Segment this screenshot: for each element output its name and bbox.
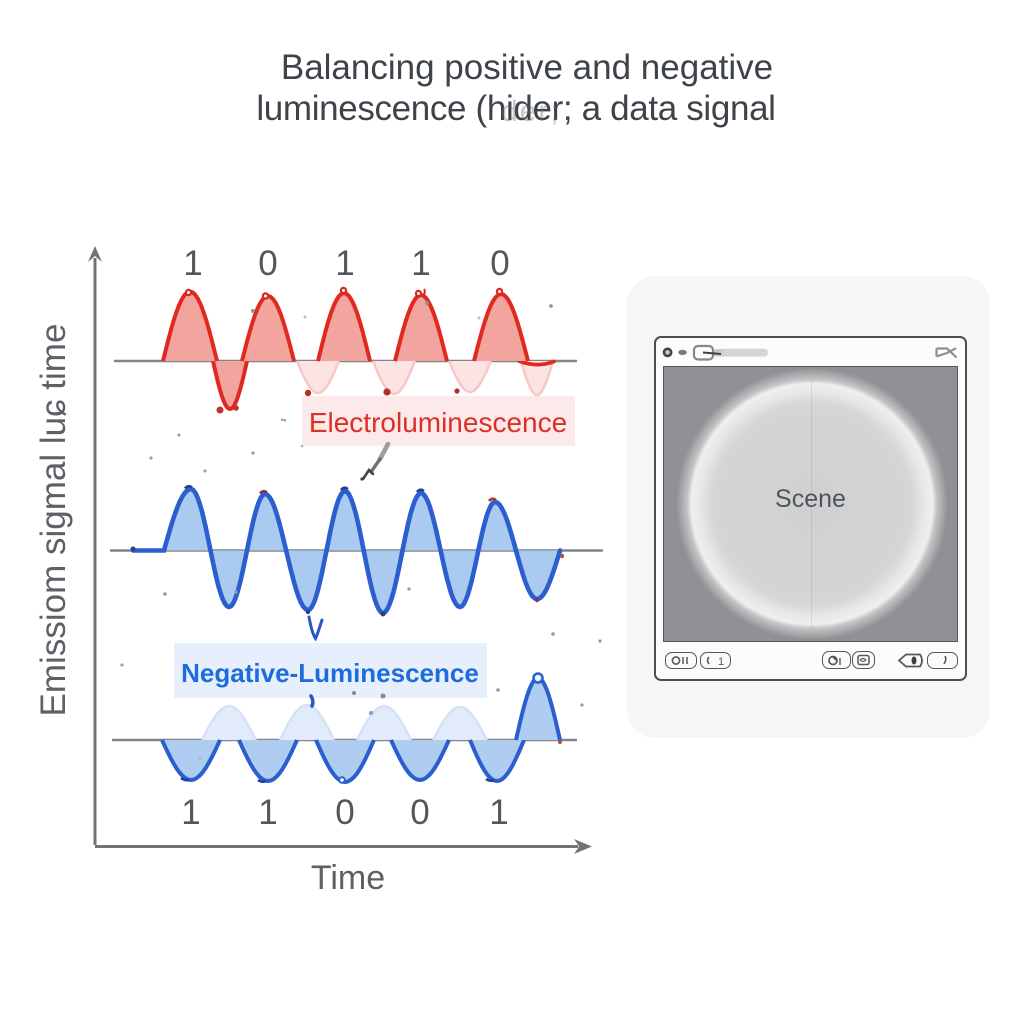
- svg-text:0: 0: [490, 244, 509, 283]
- svg-text:1: 1: [183, 244, 202, 283]
- svg-text:0: 0: [258, 244, 277, 283]
- svg-text:1: 1: [335, 244, 354, 283]
- svg-text:1: 1: [718, 656, 724, 668]
- svg-text:0: 0: [410, 793, 429, 832]
- svg-text:Negative-Luminescence: Negative-Luminescence: [181, 658, 479, 688]
- svg-text:0: 0: [335, 793, 354, 832]
- svg-text:1: 1: [258, 793, 277, 832]
- svg-text:1: 1: [181, 793, 200, 832]
- svg-text:1: 1: [411, 244, 430, 283]
- svg-text:1: 1: [489, 793, 508, 832]
- svg-text:Electroluminescence: Electroluminescence: [309, 407, 567, 438]
